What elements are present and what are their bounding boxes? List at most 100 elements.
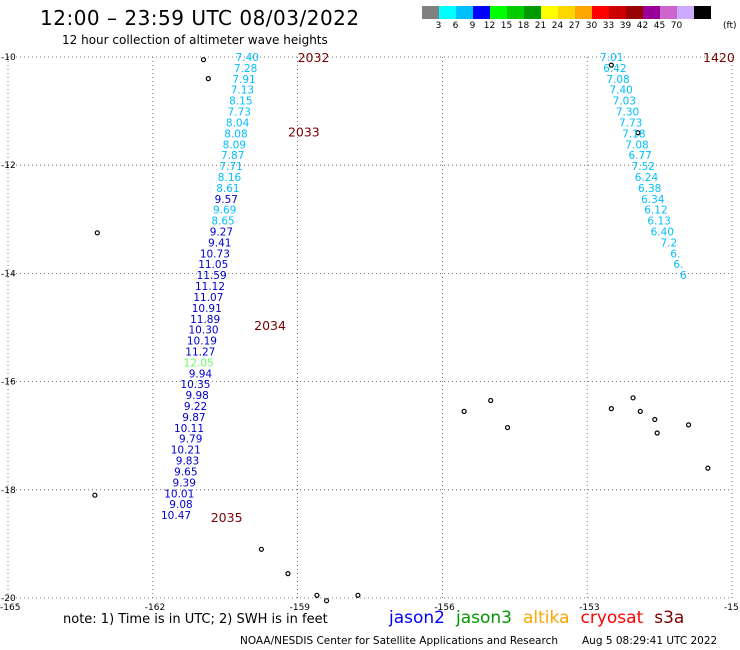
satellite-legend: jason2 jason3 altika cryosat s3a — [389, 608, 684, 628]
island-marker — [323, 598, 330, 604]
scale-swatch — [660, 6, 677, 19]
wave-height-value: 6. — [673, 259, 683, 271]
wave-height-value: 6.38 — [638, 183, 661, 195]
wave-height-value: 7.87 — [221, 150, 244, 162]
wave-height-value: 7.52 — [632, 161, 655, 173]
wave-height-scale-labels: 3 6 9 12 15 18 21 24 27 30 33 39 42 45 70 — [422, 21, 685, 31]
island-marker — [355, 592, 361, 598]
wave-height-value: 8.15 — [229, 96, 252, 108]
wave-height-value: 9.94 — [189, 368, 213, 380]
wave-height-value: 9.69 — [213, 205, 236, 217]
scale-swatch — [609, 6, 626, 19]
wave-height-value: 9.08 — [169, 499, 192, 511]
wave-height-value: 9.39 — [173, 477, 196, 489]
wave-height-value: 11.89 — [190, 314, 220, 326]
wave-height-value: 8.65 — [211, 216, 234, 228]
scale-label: 21 — [534, 21, 547, 31]
scale-label: 18 — [517, 21, 530, 31]
wave-height-value: 7.91 — [232, 74, 255, 86]
lat-label: -18 — [1, 486, 16, 496]
island-marker — [504, 424, 511, 431]
wave-height-value: 7.08 — [625, 139, 648, 151]
island-marker — [652, 416, 658, 423]
wave-height-value: 6.24 — [635, 172, 659, 184]
map-subtitle: 12 hour collection of altimeter wave hei… — [62, 33, 328, 47]
island-marker — [200, 57, 207, 63]
scale-swatch — [677, 6, 694, 19]
wave-height-value: 9.41 — [208, 237, 231, 249]
wave-height-value: 6.34 — [641, 194, 665, 206]
lon-label: -162 — [145, 603, 165, 613]
scale-swatch — [524, 6, 541, 19]
scale-swatch — [541, 6, 558, 19]
island-marker — [635, 130, 641, 136]
scale-label: 30 — [585, 21, 598, 31]
scale-swatch — [575, 6, 592, 19]
island-marker — [654, 430, 660, 436]
map-grid — [7, 56, 733, 599]
scale-swatch — [473, 6, 490, 19]
units-note: note: 1) Time is in UTC; 2) SWH is in fe… — [63, 612, 328, 627]
wave-height-value: 9.79 — [179, 434, 202, 446]
map-title: 12:00 – 23:59 UTC 08/03/2022 — [40, 6, 360, 30]
wave-height-value: 10.30 — [189, 325, 219, 337]
legend-satellite-jason3: jason3 — [456, 608, 512, 628]
lat-label: -20 — [1, 594, 16, 604]
lon-label: -165 — [0, 603, 20, 613]
scale-label: 42 — [636, 21, 649, 31]
island-marker — [461, 408, 467, 414]
wave-height-value: 11.05 — [198, 259, 228, 271]
island-marker — [705, 465, 711, 471]
wave-height-value: 6.40 — [651, 227, 674, 239]
scale-unit-label: (ft) — [723, 21, 737, 31]
wave-height-value: 8.09 — [223, 139, 246, 151]
wave-height-value: 7.13 — [231, 85, 254, 97]
lat-label: -12 — [1, 161, 16, 171]
island-marker — [258, 546, 264, 552]
scale-label: 3 — [435, 21, 442, 31]
wave-height-value: 6. — [670, 248, 680, 260]
lat-label: -10 — [1, 53, 16, 63]
wave-height-value: 7.08 — [606, 74, 629, 86]
scale-label: 9 — [469, 21, 476, 31]
lat-label: -16 — [1, 378, 16, 388]
wave-height-value: 8.61 — [216, 183, 239, 195]
wave-height-value: 6.42 — [603, 63, 626, 75]
legend-satellite-altika: altika — [523, 608, 570, 628]
wave-height-value: 9.83 — [176, 456, 199, 468]
scale-label: 39 — [619, 21, 632, 31]
wave-height-value: 10.73 — [200, 248, 230, 260]
wave-height-value: 11.59 — [197, 270, 227, 282]
wave-height-value: 10.11 — [174, 423, 204, 435]
wave-height-value: 7.30 — [616, 107, 639, 119]
wave-height-value: 9.27 — [210, 227, 233, 239]
wave-height-value: 8.04 — [226, 117, 250, 129]
scale-swatch — [456, 6, 473, 19]
island-marker — [94, 230, 100, 236]
pass-time-label: 1420 — [703, 50, 735, 65]
scale-label: 70 — [670, 21, 683, 31]
wave-height-color-scale — [422, 6, 711, 19]
scale-swatch — [422, 6, 439, 19]
wave-height-value: 7.73 — [619, 117, 642, 129]
scale-swatch — [558, 6, 575, 19]
island-marker — [637, 408, 643, 414]
wave-height-value: 7.71 — [219, 161, 242, 173]
wave-height-value: 7.03 — [613, 96, 636, 108]
wave-height-value: 7.40 — [236, 52, 259, 64]
lon-label: -159 — [290, 603, 311, 613]
wave-height-value: 7.73 — [228, 107, 251, 119]
scale-label: 6 — [452, 21, 459, 31]
wave-height-value: 7.18 — [622, 128, 645, 140]
wave-height-value: 10.35 — [180, 379, 210, 391]
wave-height-value: 10.01 — [164, 488, 194, 500]
scale-label: 27 — [568, 21, 581, 31]
island-marker — [488, 397, 494, 404]
pass-time-label: 2033 — [288, 125, 320, 140]
island-marker — [608, 406, 614, 412]
wave-height-value: 6 — [680, 270, 687, 282]
axis-labels: -10-12-14-16-18-20-165 -162 -159 -156 -153 -1… — [0, 53, 739, 613]
scale-label: 24 — [551, 21, 564, 31]
pass-time-label: 2035 — [211, 510, 243, 525]
